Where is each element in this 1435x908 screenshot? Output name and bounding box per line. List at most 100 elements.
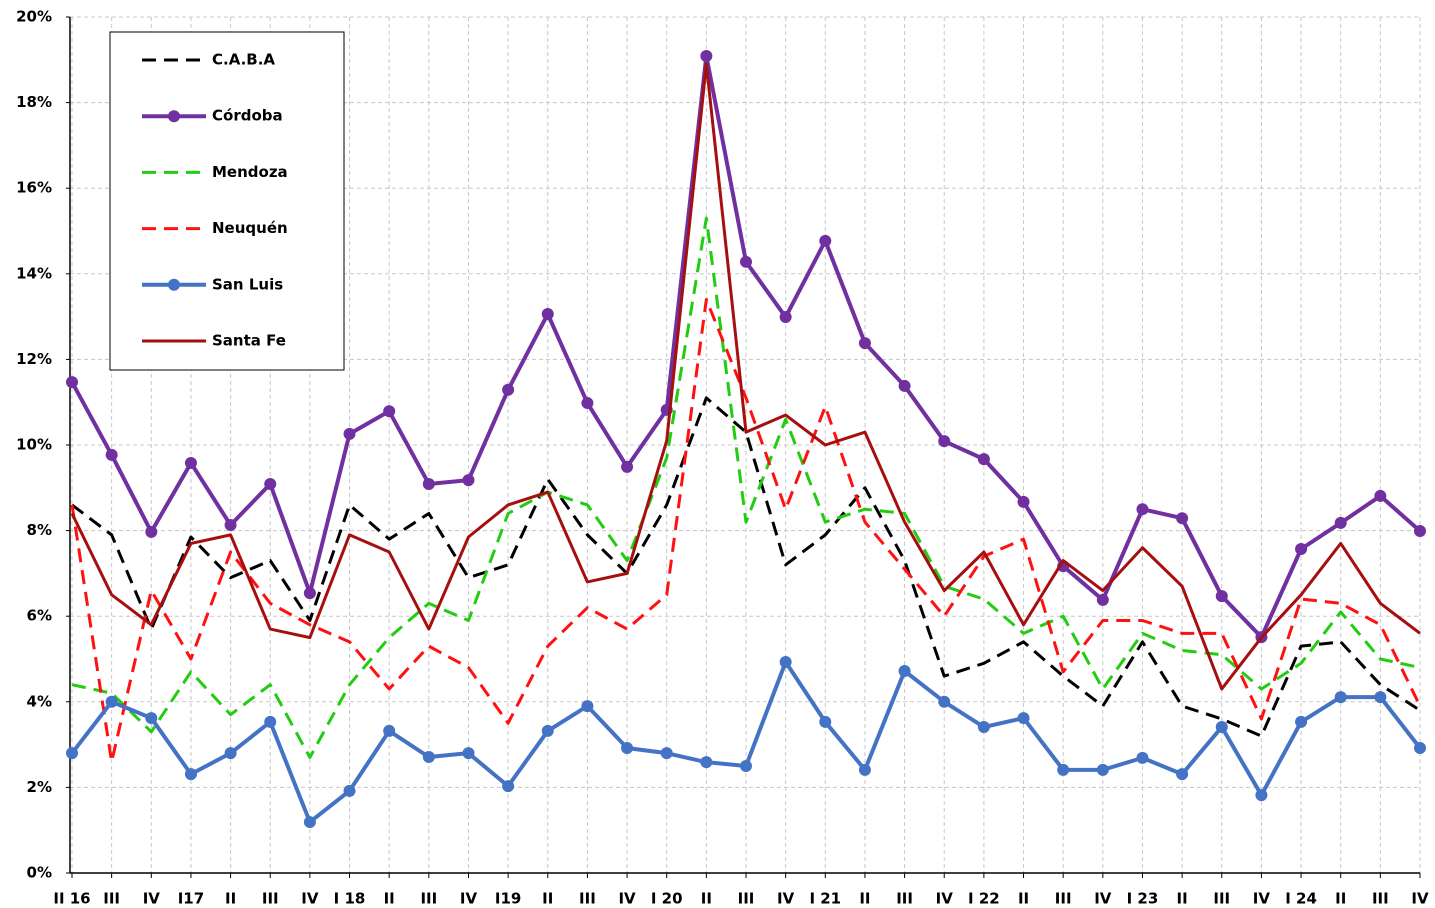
point [343,427,356,440]
x-tick-label: I17 [178,890,204,908]
x-tick-label: IV [301,890,319,908]
series-line [71,216,1421,759]
point [303,587,316,600]
point [779,311,792,324]
point [938,435,951,448]
point [462,747,475,760]
point [740,760,752,772]
point [343,784,356,797]
y-tick-label: 6% [27,607,52,625]
legend-marker [168,278,180,291]
x-tick-label: III [1055,890,1072,908]
point [502,383,515,396]
x-tick-label: IV [618,890,636,908]
point [977,453,990,466]
series-line [70,297,1422,764]
x-tick-label: II [859,890,870,908]
point [1176,768,1189,781]
y-tick-label: 8% [27,521,52,539]
y-tick-label: 4% [27,692,52,710]
x-tick-label: III [262,890,279,908]
point [1334,691,1347,704]
series-line [71,396,1421,738]
point [977,721,990,734]
point [303,816,316,829]
point [819,715,832,728]
point [184,768,197,781]
legend-label: Mendoza [212,163,288,181]
point [938,695,951,708]
x-tick-label: II 16 [53,890,90,908]
point [1414,742,1426,755]
legend-label: C.A.B.A [212,51,275,69]
point [1215,721,1228,734]
x-tick-label: II [542,890,553,908]
x-tick-label: II [225,890,236,908]
point [502,780,515,793]
x-tick-label: I 23 [1127,890,1159,908]
point [224,747,237,760]
point [1374,489,1387,502]
x-tick-label: IV [460,890,478,908]
point [105,695,118,708]
point [1017,495,1030,508]
point [1255,789,1268,802]
x-tick-label: IV [1411,890,1429,908]
point [1334,516,1347,529]
point [621,460,634,473]
x-tick-label: I19 [495,890,521,908]
point [819,234,832,247]
legend-label: Córdoba [212,107,283,125]
point [1414,525,1426,538]
x-tick-label: I 22 [968,890,1000,908]
point [105,448,118,461]
point [264,477,277,490]
point [224,519,237,532]
y-tick-label: 10% [16,436,52,454]
point [1295,543,1308,556]
x-tick-label: II [1018,890,1029,908]
point [898,664,911,677]
point [1215,590,1228,603]
point [581,397,594,410]
point [1374,691,1387,704]
point [145,712,158,725]
point [700,756,713,769]
point [264,715,277,728]
x-tick-label: III [738,890,755,908]
y-tick-label: 14% [16,264,52,282]
x-tick-label: IV [1094,890,1112,908]
point [462,474,475,487]
point [184,456,197,469]
x-tick-label: I 21 [809,890,841,908]
point [66,376,78,389]
x-tick-label: III [896,890,913,908]
x-tick-label: III [1372,890,1389,908]
y-tick-label: 0% [27,864,52,882]
y-tick-label: 20% [16,8,52,26]
legend-label: Neuquén [212,219,288,237]
point [541,308,554,321]
point [1136,503,1149,516]
point [383,405,396,418]
legend-label: San Luis [212,275,283,293]
legend-marker [168,110,180,123]
legend-box [109,31,345,371]
y-tick-label: 2% [27,778,52,796]
point [145,525,158,538]
point [898,379,911,392]
x-tick-label: I 20 [651,890,683,908]
point [858,763,871,776]
point [621,742,634,755]
point [1176,512,1189,525]
point [422,751,435,764]
x-tick-label: IV [777,890,795,908]
y-tick-label: 16% [16,179,52,197]
point [1017,712,1030,725]
x-tick-label: IV [1253,890,1271,908]
x-tick-label: III [420,890,437,908]
x-tick-label: I 24 [1285,890,1317,908]
x-tick-label: II [1177,890,1188,908]
point [779,655,792,668]
legend-label: Santa Fe [212,332,286,350]
